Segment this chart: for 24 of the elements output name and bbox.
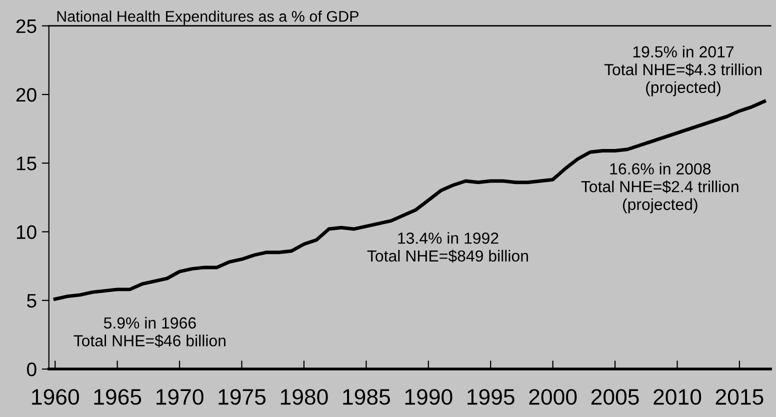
- y-tick-label: 5: [27, 294, 36, 308]
- y-tick-label: 20: [16, 88, 36, 102]
- y-tick-label: 0: [27, 362, 36, 376]
- x-tick-label: 1960: [32, 389, 79, 405]
- annotation: 16.6% in 2008 Total NHE=$2.4 trillion (projected): [581, 162, 738, 214]
- x-tick-label: 1985: [343, 389, 390, 405]
- x-tick-label: 2010: [654, 389, 702, 405]
- annotation: 13.4% in 1992 Total NHE=$849 billion: [367, 232, 528, 263]
- y-tick-label: 10: [16, 225, 36, 240]
- annotation: 5.9% in 1966 Total NHE=$46 billion: [74, 316, 226, 348]
- x-tick-label: 2000: [529, 389, 577, 405]
- x-tick-label: 1970: [156, 389, 204, 405]
- x-tick-label: 1975: [218, 389, 266, 405]
- x-tick-label: 1995: [468, 389, 514, 405]
- x-tick-label: 1980: [280, 389, 328, 405]
- chart-title: National Health Expenditures as a % of GDP: [57, 10, 358, 25]
- x-tick-label: 1990: [405, 389, 452, 405]
- y-tick-label: 25: [16, 19, 36, 34]
- x-tick-label: 1965: [94, 389, 142, 405]
- x-tick-label: 2015: [716, 389, 764, 405]
- annotation: 19.5% in 2017 Total NHE=$4.3 trillion (projected): [604, 46, 762, 96]
- line-series: [53, 100, 766, 301]
- y-tick-label: 15: [16, 156, 36, 170]
- x-tick-label: 2005: [591, 389, 639, 405]
